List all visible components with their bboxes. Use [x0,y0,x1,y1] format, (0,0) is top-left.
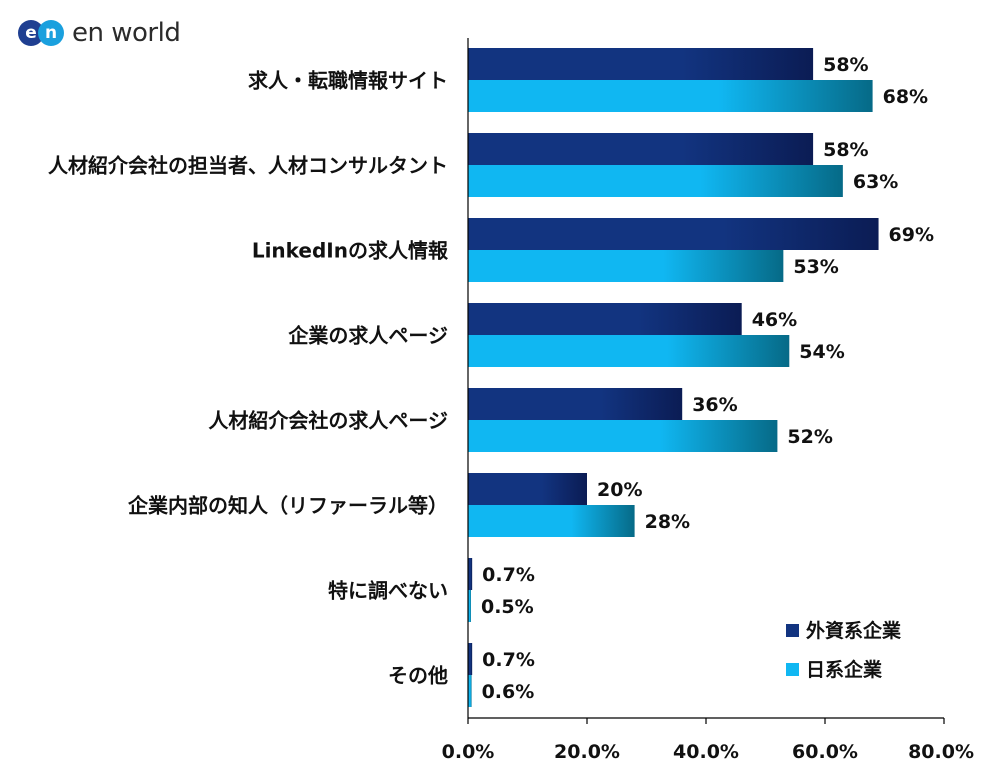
bar-japan-7 [468,675,472,707]
category-label-5: 企業内部の知人（リファーラル等） [127,494,448,518]
bar-japan-6 [468,590,471,622]
value-label-japan-3: 54% [799,341,844,363]
legend-label-foreign: 外資系企業 [806,619,902,642]
value-label-japan-1: 63% [853,171,898,193]
x-tick-label-4: 80.0% [908,741,974,763]
labels-layer: 58% 68% 求人・転職情報サイト 58% 63% 人材紹介会社の担当者、人材コンサルタ… [48,54,934,703]
x-tick-label-0: 0.0% [442,741,495,763]
en-world-logo: e n en world [18,16,181,50]
category-label-2: LinkedInの求人情報 [252,239,449,263]
axes-layer: 0.0% 20.0% 40.0% 60.0% 80.0% [442,38,974,763]
bars-layer [468,48,879,707]
logo-text: en world [72,18,181,48]
value-label-foreign-5: 20% [597,479,642,501]
value-label-japan-4: 52% [787,426,832,448]
x-tick-label-3: 60.0% [792,741,858,763]
bar-foreign-1 [468,133,814,165]
bar-foreign-6 [468,558,473,590]
value-label-foreign-2: 69% [889,224,934,246]
category-label-3: 企業の求人ページ [287,324,448,348]
category-label-7: その他 [388,664,448,688]
value-label-foreign-6: 0.7% [482,564,535,586]
x-tick-label-1: 20.0% [554,741,620,763]
legend-swatch-foreign [786,624,799,637]
bar-foreign-2 [468,218,879,250]
value-label-japan-6: 0.5% [481,596,534,618]
legend-swatch-japan [786,663,799,676]
legend-label-japan: 日系企業 [806,658,883,681]
logo-n-circle: n [38,20,64,46]
bar-japan-5 [468,505,635,537]
value-label-foreign-7: 0.7% [482,649,535,671]
bar-foreign-3 [468,303,742,335]
bar-foreign-5 [468,473,587,505]
value-label-foreign-3: 46% [752,309,797,331]
category-label-0: 求人・転職情報サイト [248,69,448,93]
bar-japan-4 [468,420,778,452]
value-label-japan-0: 68% [883,86,928,108]
value-label-japan-7: 0.6% [482,681,535,703]
value-label-japan-2: 53% [793,256,838,278]
category-label-1: 人材紹介会社の担当者、人材コンサルタント [48,154,448,178]
category-label-6: 特に調べない [328,579,448,603]
value-label-foreign-0: 58% [823,54,868,76]
bar-foreign-0 [468,48,814,80]
value-label-japan-5: 28% [645,511,690,533]
bar-japan-2 [468,250,784,282]
bar-foreign-7 [468,643,473,675]
bar-japan-1 [468,165,843,197]
value-label-foreign-4: 36% [692,394,737,416]
bar-foreign-4 [468,388,683,420]
bar-japan-3 [468,335,790,367]
x-tick-label-2: 40.0% [673,741,739,763]
bar-japan-0 [468,80,873,112]
en-logo-mark: e n [18,18,66,48]
category-label-4: 人材紹介会社の求人ページ [208,409,448,433]
value-label-foreign-1: 58% [823,139,868,161]
